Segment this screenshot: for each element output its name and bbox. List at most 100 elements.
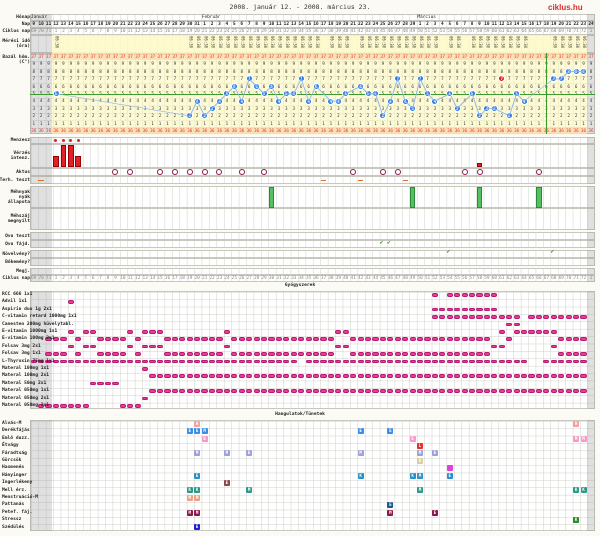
symptom-marker[interactable]: K xyxy=(417,457,424,464)
pill-icon[interactable] xyxy=(454,315,461,319)
pill-icon[interactable] xyxy=(461,307,468,312)
pill-icon[interactable] xyxy=(52,404,60,408)
bleeding-bar[interactable] xyxy=(53,156,59,167)
pill-icon[interactable] xyxy=(550,389,557,393)
pill-icon[interactable] xyxy=(528,315,535,319)
pill-icon[interactable] xyxy=(216,352,223,356)
pill-icon[interactable] xyxy=(320,359,327,364)
pill-icon[interactable] xyxy=(142,330,149,334)
pill-icon[interactable] xyxy=(45,337,52,341)
pill-icon[interactable] xyxy=(416,337,424,341)
intercourse-icon[interactable] xyxy=(535,169,542,175)
intercourse-icon[interactable] xyxy=(350,169,357,175)
pill-icon[interactable] xyxy=(454,337,461,341)
pill-icon[interactable] xyxy=(246,359,253,364)
pill-icon[interactable] xyxy=(112,337,119,341)
pill-icon[interactable] xyxy=(491,374,498,378)
symptom-marker[interactable]: E xyxy=(186,428,193,435)
pill-icon[interactable] xyxy=(580,359,587,364)
pill-icon[interactable] xyxy=(186,389,193,393)
pill-icon[interactable] xyxy=(97,359,104,364)
pill-icon[interactable] xyxy=(268,374,275,378)
pill-icon[interactable] xyxy=(253,359,260,364)
pill-icon[interactable] xyxy=(171,337,178,341)
pill-icon[interactable] xyxy=(283,359,290,364)
symptom-marker[interactable]: M xyxy=(417,487,424,494)
pill-icon[interactable] xyxy=(186,352,193,356)
pill-icon[interactable] xyxy=(90,344,97,349)
pill-icon[interactable] xyxy=(260,389,268,393)
temperature-point[interactable]: 7 xyxy=(498,75,506,83)
pill-icon[interactable] xyxy=(104,337,112,341)
pill-icon[interactable] xyxy=(364,337,372,341)
pill-icon[interactable] xyxy=(142,367,149,371)
pill-icon[interactable] xyxy=(52,359,60,364)
pill-icon[interactable] xyxy=(208,359,216,364)
pill-icon[interactable] xyxy=(45,404,52,408)
pill-icon[interactable] xyxy=(513,315,520,319)
pill-icon[interactable] xyxy=(238,389,245,393)
pill-icon[interactable] xyxy=(446,389,453,393)
pill-icon[interactable] xyxy=(260,337,268,341)
pill-icon[interactable] xyxy=(550,315,557,319)
pill-icon[interactable] xyxy=(431,359,439,364)
pill-icon[interactable] xyxy=(312,389,320,393)
pill-icon[interactable] xyxy=(565,352,572,356)
pill-icon[interactable] xyxy=(491,359,498,364)
pill-icon[interactable] xyxy=(565,389,572,393)
pill-icon[interactable] xyxy=(402,337,409,341)
menses-dot[interactable] xyxy=(54,139,58,142)
pregnancy-test-dash[interactable] xyxy=(402,180,408,182)
pill-icon[interactable] xyxy=(498,389,505,393)
temperature-point[interactable]: 4 xyxy=(275,97,283,105)
pill-icon[interactable] xyxy=(275,337,282,341)
pill-icon[interactable] xyxy=(327,374,335,378)
pill-icon[interactable] xyxy=(260,352,268,356)
pill-icon[interactable] xyxy=(535,330,543,334)
pill-icon[interactable] xyxy=(431,337,439,341)
pill-icon[interactable] xyxy=(186,337,193,341)
intercourse-icon[interactable] xyxy=(216,169,223,175)
pill-icon[interactable] xyxy=(208,352,216,356)
pill-icon[interactable] xyxy=(372,374,379,378)
pill-icon[interactable] xyxy=(171,389,178,393)
pill-icon[interactable] xyxy=(335,374,342,378)
pill-icon[interactable] xyxy=(171,374,178,378)
pill-icon[interactable] xyxy=(216,389,223,393)
symptom-marker[interactable]: M xyxy=(417,450,424,457)
pill-icon[interactable] xyxy=(127,404,134,408)
pill-icon[interactable] xyxy=(164,389,171,393)
pill-icon[interactable] xyxy=(201,374,208,378)
pill-icon[interactable] xyxy=(387,359,394,364)
pill-icon[interactable] xyxy=(67,330,74,334)
pill-icon[interactable] xyxy=(580,315,587,319)
pill-icon[interactable] xyxy=(379,389,387,393)
symptom-marker[interactable]: E xyxy=(446,472,453,479)
pill-icon[interactable] xyxy=(119,352,126,356)
pill-icon[interactable] xyxy=(498,374,505,378)
pill-icon[interactable] xyxy=(327,389,335,393)
pill-icon[interactable] xyxy=(424,359,431,364)
pill-icon[interactable] xyxy=(468,307,476,312)
symptom-marker[interactable]: L xyxy=(417,442,424,449)
pill-icon[interactable] xyxy=(483,293,491,297)
pill-icon[interactable] xyxy=(312,352,320,356)
pill-icon[interactable] xyxy=(483,359,491,364)
pill-icon[interactable] xyxy=(112,359,119,364)
pill-icon[interactable] xyxy=(223,359,230,364)
pill-icon[interactable] xyxy=(104,352,112,356)
symptom-marker[interactable]: E xyxy=(223,479,230,486)
pill-icon[interactable] xyxy=(194,359,201,364)
pill-icon[interactable] xyxy=(402,352,409,356)
pill-icon[interactable] xyxy=(394,389,401,393)
intercourse-icon[interactable] xyxy=(238,169,245,175)
pill-icon[interactable] xyxy=(439,337,446,341)
pill-icon[interactable] xyxy=(535,315,543,319)
symptom-marker[interactable]: M xyxy=(357,450,364,457)
mucus-marker[interactable] xyxy=(476,187,483,208)
pill-icon[interactable] xyxy=(194,374,201,378)
pill-icon[interactable] xyxy=(90,359,97,364)
bleeding-bar[interactable] xyxy=(75,156,82,167)
pill-icon[interactable] xyxy=(156,359,164,364)
intercourse-icon[interactable] xyxy=(394,169,401,175)
